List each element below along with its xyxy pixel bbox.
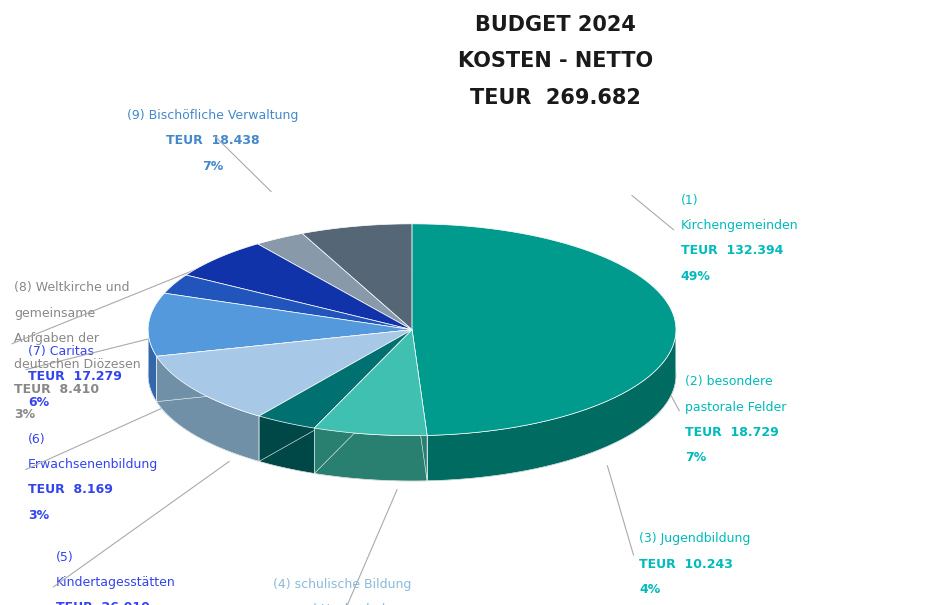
Polygon shape — [412, 224, 676, 436]
Text: Aufgaben der: Aufgaben der — [14, 332, 99, 345]
Text: KOSTEN - NETTO: KOSTEN - NETTO — [458, 51, 653, 71]
Polygon shape — [259, 330, 412, 428]
Ellipse shape — [148, 269, 676, 481]
Text: (1): (1) — [681, 194, 698, 206]
Polygon shape — [156, 330, 412, 416]
Text: 49%: 49% — [681, 270, 710, 283]
Polygon shape — [257, 234, 412, 330]
Text: TEUR  8.410: TEUR 8.410 — [14, 383, 99, 396]
Text: und Hochschule: und Hochschule — [293, 603, 393, 605]
Polygon shape — [156, 356, 259, 462]
Polygon shape — [156, 330, 412, 402]
Polygon shape — [427, 333, 676, 481]
Text: BUDGET 2024: BUDGET 2024 — [475, 15, 636, 35]
Text: 7%: 7% — [203, 160, 223, 172]
Text: TEUR  26.010: TEUR 26.010 — [56, 601, 149, 605]
Text: gemeinsame: gemeinsame — [14, 307, 95, 319]
Text: (3) Jugendbildung: (3) Jugendbildung — [639, 532, 750, 545]
Text: (7) Caritas: (7) Caritas — [28, 345, 94, 358]
Text: pastorale Felder: pastorale Felder — [685, 401, 786, 413]
Text: (4) schulische Bildung: (4) schulische Bildung — [273, 578, 412, 590]
Text: (5): (5) — [56, 551, 73, 563]
Text: TEUR  18.438: TEUR 18.438 — [166, 134, 260, 147]
Text: (2) besondere: (2) besondere — [685, 375, 773, 388]
Polygon shape — [314, 428, 427, 481]
Polygon shape — [148, 293, 412, 356]
Text: 6%: 6% — [28, 396, 49, 408]
Text: (9) Bischöfliche Verwaltung: (9) Bischöfliche Verwaltung — [127, 109, 299, 122]
Polygon shape — [148, 330, 156, 402]
Text: Kirchengemeinden: Kirchengemeinden — [681, 219, 798, 232]
Text: TEUR  8.169: TEUR 8.169 — [28, 483, 113, 496]
Polygon shape — [165, 275, 412, 330]
Polygon shape — [259, 416, 314, 474]
Polygon shape — [314, 330, 412, 474]
Polygon shape — [302, 224, 412, 330]
Text: TEUR  269.682: TEUR 269.682 — [470, 88, 641, 108]
Polygon shape — [412, 330, 427, 481]
Text: 4%: 4% — [639, 583, 660, 596]
Text: TEUR  17.279: TEUR 17.279 — [28, 370, 121, 383]
Polygon shape — [314, 330, 427, 436]
Text: TEUR  132.394: TEUR 132.394 — [681, 244, 783, 257]
Text: 7%: 7% — [685, 451, 707, 464]
Polygon shape — [156, 330, 412, 402]
Text: 3%: 3% — [28, 509, 49, 522]
Text: Kindertagesstätten: Kindertagesstätten — [56, 576, 175, 589]
Text: 3%: 3% — [14, 408, 35, 421]
Text: (8) Weltkirche und: (8) Weltkirche und — [14, 281, 130, 294]
Polygon shape — [412, 330, 427, 481]
Text: deutschen Diözesen: deutschen Diözesen — [14, 358, 141, 370]
Text: Erwachsenenbildung: Erwachsenenbildung — [28, 458, 158, 471]
Text: TEUR  10.243: TEUR 10.243 — [639, 558, 732, 571]
Polygon shape — [186, 244, 412, 330]
Polygon shape — [259, 330, 412, 462]
Text: (6): (6) — [28, 433, 45, 445]
Text: TEUR  18.729: TEUR 18.729 — [685, 426, 779, 439]
Polygon shape — [314, 330, 412, 474]
Polygon shape — [259, 330, 412, 462]
